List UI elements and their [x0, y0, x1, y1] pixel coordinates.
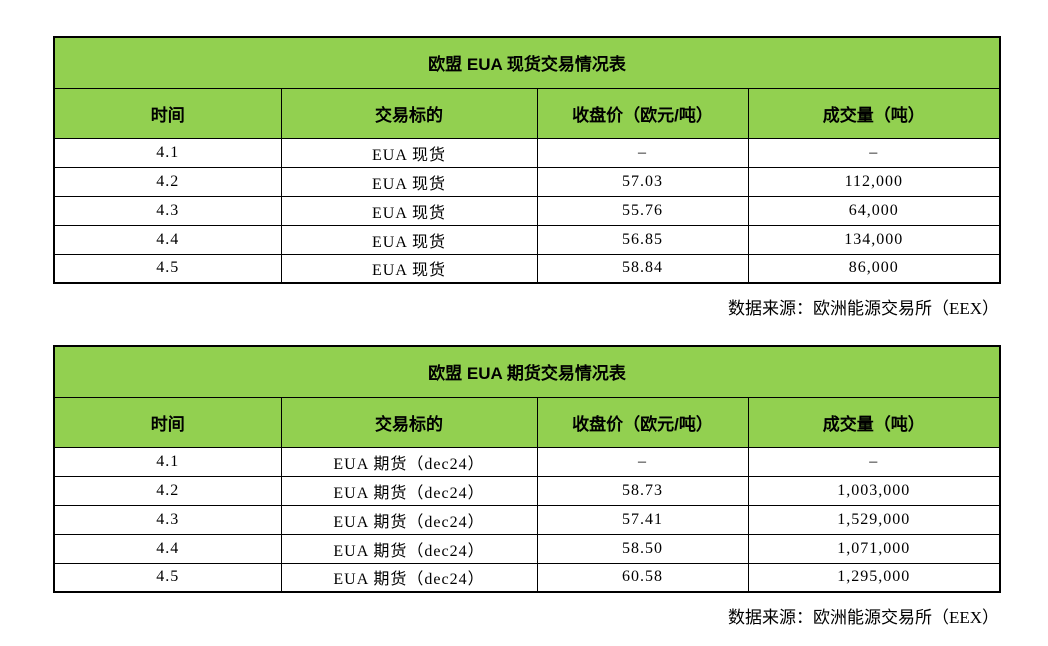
col-header-close-price: 收盘价（欧元/吨） — [536, 87, 749, 139]
cell-volume: 1,071,000 — [747, 533, 1001, 564]
table-row: 4.5 EUA 现货 58.84 86,000 — [53, 253, 1001, 284]
cell-volume: 1,003,000 — [747, 475, 1001, 506]
table-row: 4.2 EUA 期货（dec24） 58.73 1,003,000 — [53, 475, 1001, 506]
table-row: 4.4 EUA 现货 56.85 134,000 — [53, 224, 1001, 255]
cell-close-price: 58.50 — [536, 533, 749, 564]
cell-instrument: EUA 现货 — [280, 166, 538, 197]
cell-close-price: 57.03 — [536, 166, 749, 197]
cell-instrument: EUA 期货（dec24） — [280, 562, 538, 593]
table-row: 时间 交易标的 收盘价（欧元/吨） 成交量（吨） — [53, 87, 1001, 139]
cell-instrument: EUA 现货 — [280, 137, 538, 168]
cell-volume: 1,529,000 — [747, 504, 1001, 535]
cell-instrument: EUA 现货 — [280, 224, 538, 255]
spot-table-title: 欧盟 EUA 现货交易情况表 — [53, 36, 1001, 89]
data-source-note: 数据来源：欧洲能源交易所（EEX） — [727, 608, 999, 627]
cell-close-price: 58.84 — [536, 253, 749, 284]
cell-volume: – — [747, 137, 1001, 168]
cell-instrument: EUA 现货 — [280, 195, 538, 226]
cell-time: 4.1 — [53, 446, 282, 477]
cell-instrument: EUA 期货（dec24） — [280, 446, 538, 477]
cell-instrument: EUA 现货 — [280, 253, 538, 284]
cell-close-price: 55.76 — [536, 195, 749, 226]
col-header-close-price: 收盘价（欧元/吨） — [536, 396, 749, 448]
cell-instrument: EUA 期货（dec24） — [280, 475, 538, 506]
table-row: 4.1 EUA 现货 – – — [53, 137, 1001, 168]
col-header-volume: 成交量（吨） — [747, 87, 1001, 139]
table-row: 时间 交易标的 收盘价（欧元/吨） 成交量（吨） — [53, 396, 1001, 448]
cell-time: 4.2 — [53, 475, 282, 506]
table-row: 4.5 EUA 期货（dec24） 60.58 1,295,000 — [53, 562, 1001, 593]
cell-time: 4.1 — [53, 137, 282, 168]
col-header-instrument: 交易标的 — [280, 396, 538, 448]
table-row: 欧盟 EUA 期货交易情况表 — [53, 345, 1001, 398]
cell-time: 4.3 — [53, 195, 282, 226]
cell-volume: 112,000 — [747, 166, 1001, 197]
cell-close-price: 56.85 — [536, 224, 749, 255]
table-row: 4.4 EUA 期货（dec24） 58.50 1,071,000 — [53, 533, 1001, 564]
futures-trading-table: 欧盟 EUA 期货交易情况表 时间 交易标的 收盘价（欧元/吨） 成交量（吨） … — [53, 345, 1002, 593]
cell-close-price: 60.58 — [536, 562, 749, 593]
table-row: 4.2 EUA 现货 57.03 112,000 — [53, 166, 1001, 197]
cell-close-price: 58.73 — [536, 475, 749, 506]
table-row: 4.3 EUA 期货（dec24） 57.41 1,529,000 — [53, 504, 1001, 535]
cell-volume: – — [747, 446, 1001, 477]
table-row: 4.1 EUA 期货（dec24） – – — [53, 446, 1001, 477]
col-header-time: 时间 — [53, 87, 282, 139]
cell-close-price: – — [536, 137, 749, 168]
cell-time: 4.2 — [53, 166, 282, 197]
cell-instrument: EUA 期货（dec24） — [280, 504, 538, 535]
cell-time: 4.5 — [53, 562, 282, 593]
cell-close-price: – — [536, 446, 749, 477]
col-header-volume: 成交量（吨） — [747, 396, 1001, 448]
cell-volume: 134,000 — [747, 224, 1001, 255]
document-content: 欧盟 EUA 现货交易情况表 时间 交易标的 收盘价（欧元/吨） 成交量（吨） … — [53, 36, 1002, 627]
cell-volume: 64,000 — [747, 195, 1001, 226]
col-header-time: 时间 — [53, 396, 282, 448]
cell-close-price: 57.41 — [536, 504, 749, 535]
cell-time: 4.4 — [53, 224, 282, 255]
table-row: 欧盟 EUA 现货交易情况表 — [53, 36, 1001, 89]
futures-table-title: 欧盟 EUA 期货交易情况表 — [53, 345, 1001, 398]
cell-time: 4.4 — [53, 533, 282, 564]
cell-time: 4.3 — [53, 504, 282, 535]
col-header-instrument: 交易标的 — [280, 87, 538, 139]
spot-trading-table: 欧盟 EUA 现货交易情况表 时间 交易标的 收盘价（欧元/吨） 成交量（吨） … — [53, 36, 1002, 284]
data-source-note: 数据来源：欧洲能源交易所（EEX） — [727, 299, 999, 318]
cell-volume: 1,295,000 — [747, 562, 1001, 593]
table-row: 4.3 EUA 现货 55.76 64,000 — [53, 195, 1001, 226]
cell-instrument: EUA 期货（dec24） — [280, 533, 538, 564]
cell-time: 4.5 — [53, 253, 282, 284]
cell-volume: 86,000 — [747, 253, 1001, 284]
